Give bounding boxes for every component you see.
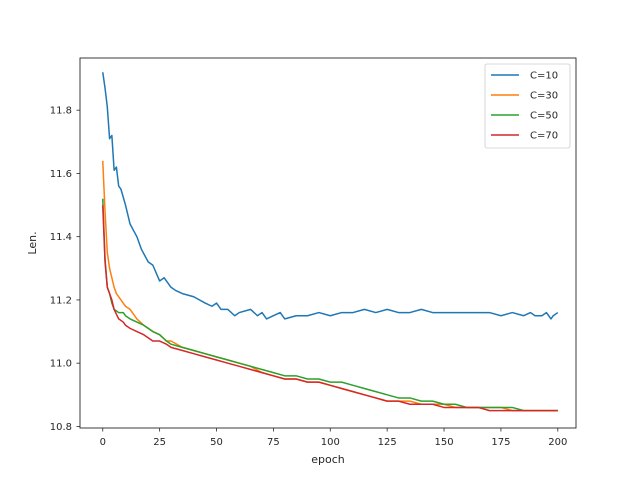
y-tick-label: 11.0 — [50, 359, 72, 370]
x-tick-label: 150 — [434, 437, 453, 448]
y-tick-label: 11.2 — [50, 295, 72, 306]
y-axis-label: Len. — [26, 231, 39, 254]
legend-label: C=10 — [530, 71, 558, 82]
y-tick-label: 11.6 — [50, 169, 72, 180]
y-tick-label: 11.8 — [50, 106, 72, 117]
x-tick-label: 0 — [100, 437, 106, 448]
legend-label: C=70 — [530, 131, 558, 142]
series-line-3 — [102, 198, 558, 412]
x-axis-label: epoch — [311, 453, 345, 466]
x-tick-label: 100 — [321, 437, 340, 448]
x-tick-label: 175 — [491, 437, 510, 448]
y-axis-ticks: 10.8 11.0 11.2 11.4 11.6 11.8 — [50, 106, 80, 433]
legend-frame — [484, 63, 571, 149]
legend-label: C=30 — [530, 91, 558, 102]
x-tick-label: 75 — [267, 437, 280, 448]
x-tick-label: 125 — [378, 437, 397, 448]
series-line-4 — [102, 205, 558, 412]
legend-label: C=50 — [530, 111, 558, 122]
y-tick-label: 10.8 — [50, 422, 72, 433]
series-line-1 — [102, 72, 559, 320]
x-axis-ticks: 0 25 50 75 100 125 150 175 200 — [100, 428, 567, 448]
x-tick-label: 200 — [548, 437, 567, 448]
legend: C=10 C=30 C=50 C=70 — [484, 63, 571, 149]
y-tick-label: 11.4 — [50, 232, 72, 243]
series-layer — [102, 72, 559, 412]
x-tick-label: 25 — [153, 437, 166, 448]
x-tick-label: 50 — [210, 437, 223, 448]
